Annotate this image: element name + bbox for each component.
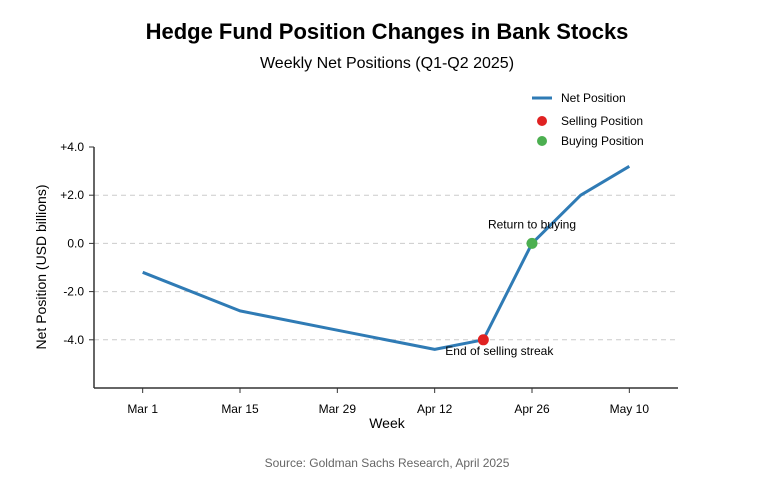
legend: Net Position Selling Position Buying Pos… [532,91,644,148]
y-tick-label-0: +4.0 [60,140,84,154]
legend-entry-buying-position: Buying Position [561,134,644,148]
marker-buying-position [527,238,538,249]
gridlines [94,195,678,340]
legend-entry-selling-position: Selling Position [561,114,643,128]
x-tick-label-1: Mar 15 [221,402,259,416]
x-axis-label: Week [369,415,406,431]
annotation-return-to-buying: Return to buying [488,217,576,231]
y-tick-label-1: +2.0 [60,188,84,202]
x-tick-label-5: May 10 [610,402,650,416]
source-note: Source: Goldman Sachs Research, April 20… [265,456,510,470]
axes [94,147,678,388]
chart-title: Hedge Fund Position Changes in Bank Stoc… [146,19,629,44]
x-tick-label-3: Apr 12 [417,402,453,416]
y-tick-label-3: -2.0 [63,285,84,299]
legend-selling-swatch [537,116,547,126]
x-tick-label-2: Mar 29 [319,402,357,416]
y-tick-label-4: -4.0 [63,333,84,347]
series-line-net-position [143,166,630,349]
y-axis-label: Net Position (USD billions) [33,185,49,350]
x-tick-label-4: Apr 26 [514,402,550,416]
series-group [143,166,630,349]
y-ticks: +4.0 +2.0 0.0 -2.0 -4.0 [60,140,94,347]
annotation-end-of-selling-streak: End of selling streak [445,344,554,358]
legend-buying-swatch [537,136,547,146]
line-chart: Hedge Fund Position Changes in Bank Stoc… [0,0,774,484]
chart-subtitle: Weekly Net Positions (Q1-Q2 2025) [260,55,514,72]
y-tick-label-2: 0.0 [67,236,84,250]
legend-entry-net-position: Net Position [561,91,626,105]
x-tick-label-0: Mar 1 [127,402,158,416]
x-ticks: Mar 1 Mar 15 Mar 29 Apr 12 Apr 26 May 10 [127,388,649,416]
